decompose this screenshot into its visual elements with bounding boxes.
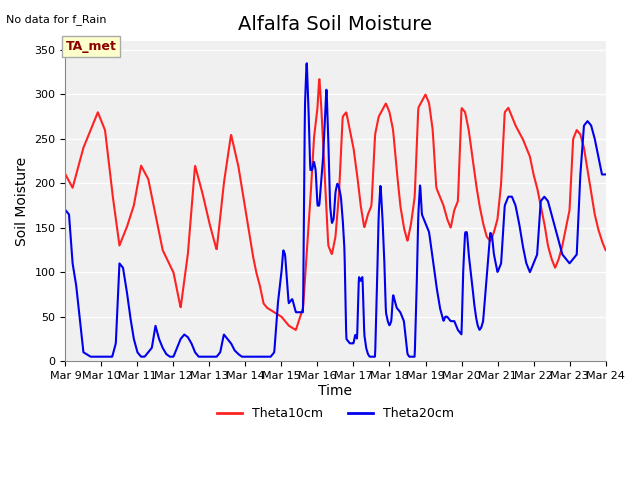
Legend: Theta10cm, Theta20cm: Theta10cm, Theta20cm bbox=[212, 402, 459, 425]
Theta20cm bbox=[312, 178, 320, 183]
Theta10cm bbox=[125, 217, 133, 223]
Title: Alfalfa Soil Moisture: Alfalfa Soil Moisture bbox=[239, 15, 433, 34]
Theta20cm bbox=[291, 306, 299, 312]
Line: Theta20cm: Theta20cm bbox=[65, 63, 605, 357]
Theta20cm bbox=[602, 171, 609, 177]
Theta10cm bbox=[61, 171, 69, 177]
Text: No data for f_Rain: No data for f_Rain bbox=[6, 14, 107, 25]
X-axis label: Time: Time bbox=[319, 384, 353, 397]
Theta20cm bbox=[87, 354, 95, 360]
Theta20cm bbox=[61, 207, 69, 213]
Text: TA_met: TA_met bbox=[65, 40, 116, 53]
Theta20cm bbox=[370, 354, 378, 360]
Theta10cm bbox=[291, 326, 298, 332]
Theta10cm bbox=[312, 119, 320, 125]
Theta20cm bbox=[125, 309, 133, 314]
Theta20cm bbox=[302, 71, 310, 77]
Y-axis label: Soil Moisture: Soil Moisture bbox=[15, 156, 29, 246]
Line: Theta10cm: Theta10cm bbox=[65, 79, 605, 330]
Theta10cm bbox=[316, 76, 323, 82]
Theta20cm bbox=[104, 354, 111, 360]
Theta10cm bbox=[104, 146, 111, 152]
Theta10cm bbox=[302, 260, 310, 265]
Theta10cm bbox=[292, 327, 300, 333]
Theta10cm bbox=[370, 163, 378, 169]
Theta20cm bbox=[303, 60, 310, 66]
Theta10cm bbox=[602, 247, 609, 253]
